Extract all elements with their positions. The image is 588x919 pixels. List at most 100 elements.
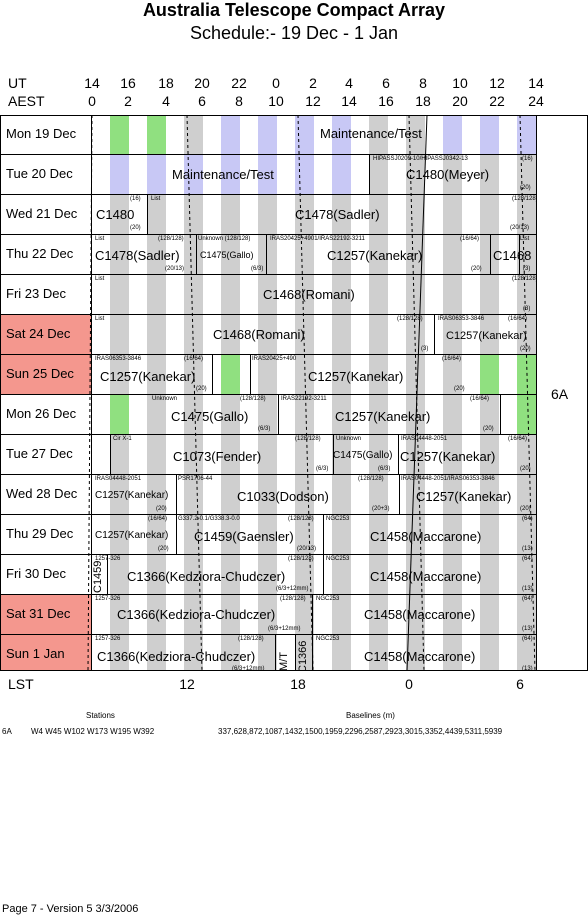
block-divider: [519, 235, 520, 274]
block-note: (128/128): [358, 476, 384, 482]
block-note: NGC253: [316, 596, 340, 602]
block-note: 1257-326: [95, 556, 121, 562]
aest-tick: 6: [198, 93, 206, 109]
schedule-block: [147, 115, 166, 154]
block-note: (20): [130, 225, 141, 231]
block-note: HIPASSJ0209-10/HIPASSJ0342-13: [373, 156, 468, 162]
block-note: (3): [523, 306, 531, 312]
schedule-row: C1366(Kedziora-Chudczer) C1458(Maccarone)…: [0, 595, 537, 635]
block-note: (13): [522, 666, 533, 671]
day-label: Tue 20 Dec: [6, 166, 73, 181]
schedule-row: Maintenance/Test C1480(Meyer) HIPASSJ0209-…: [0, 155, 537, 195]
block-note: (16/64): [460, 236, 480, 242]
block-note: (16/64): [470, 396, 490, 402]
day-cell: Wed 21 Dec: [0, 195, 92, 234]
block-note: (20): [520, 185, 531, 191]
block-note: List: [95, 276, 105, 282]
aest-tick: 16: [378, 93, 394, 109]
project-label: C1257(Kanekar): [400, 449, 496, 464]
block-divider: [399, 475, 400, 514]
project-label: C1366(Kedziora-Chudczer): [117, 607, 276, 622]
block-divider: [278, 395, 279, 434]
block-note: 1257-326: [95, 596, 121, 602]
schedule-title: Australia Telescope Compact Array: [142, 0, 446, 20]
block-note: (128/128): [288, 556, 314, 562]
block-note: IRAS20425+4901/IRAS22192-3211: [270, 236, 365, 242]
ut-tick: 6: [382, 75, 390, 91]
gray-stripe: [406, 115, 425, 671]
project-label: C1458(Maccarone): [370, 569, 482, 584]
project-label: C1480(Meyer): [406, 167, 490, 182]
lst-line: [87, 115, 93, 671]
project-label: C1033(Dodson): [237, 489, 329, 504]
block-note: IRAS04448-2051: [401, 436, 448, 442]
project-label: C1257(Kanekar): [416, 489, 512, 504]
day-label: Sat 31 Dec: [6, 606, 71, 621]
lst-line: [186, 115, 203, 671]
ut-tick: 14: [528, 75, 544, 91]
project-label: C1458(Maccarone): [370, 529, 482, 544]
aest-tick: 24: [528, 93, 544, 109]
schedule-row: C1257(Kanekar) C1033(Dodson) C1257(Kanekar…: [0, 475, 537, 515]
aest-tick: 8: [235, 93, 243, 109]
lst-tick: 0: [405, 676, 413, 692]
project-label: C1475(Gallo): [200, 250, 254, 260]
day-cell: Tue 20 Dec: [0, 155, 92, 194]
project-label: C1458(Maccarone): [364, 607, 476, 622]
project-label: C1257(Kanekar): [100, 369, 196, 384]
block-note: List: [95, 236, 105, 242]
day-label: Fri 30 Dec: [6, 566, 66, 581]
block-note: (20): [454, 386, 465, 392]
block-note: (6/3): [251, 266, 264, 272]
config-label: 6A: [551, 386, 569, 402]
block-divider: [369, 155, 370, 194]
lst-line: [297, 115, 314, 671]
block-note: (128/128): [397, 316, 423, 322]
schedule-row: C1366(Kedziora-Chudczer) C1458(Maccarone)…: [0, 635, 537, 671]
block-note: G337.2-0.1/G338.3-0.0: [178, 516, 240, 522]
ut-axis-label: UT: [8, 75, 27, 91]
block-note: NGC253: [326, 516, 350, 522]
block-divider: [275, 635, 276, 671]
aest-tick: 20: [452, 93, 468, 109]
day-label: Sat 24 Dec: [6, 326, 71, 341]
schedule-row: C1480 C1478(Sadler) (16) List (20) (128/128) (…: [0, 195, 537, 235]
block-note: (16): [130, 196, 141, 202]
project-label: C1458(Maccarone): [364, 649, 476, 664]
block-note: NGC253: [326, 556, 350, 562]
block-note: (64): [522, 516, 533, 522]
block-note: (16/64): [442, 356, 462, 362]
ut-tick: 16: [120, 75, 136, 91]
block-note: (16/64): [508, 316, 528, 322]
schedule-block: [110, 115, 129, 154]
day-cell: Thu 29 Dec: [0, 515, 92, 554]
day-label: Wed 28 Dec: [6, 486, 78, 501]
block-note: (20): [483, 426, 494, 432]
lst-tick: 18: [290, 676, 306, 692]
gray-stripe: [369, 115, 388, 671]
block-note: (20): [520, 466, 531, 472]
schedule-block: [517, 395, 536, 434]
block-note: IRAS22192-3211: [281, 396, 327, 402]
gray-stripe: [184, 115, 203, 671]
block-note: (128/128): [238, 636, 264, 642]
day-cell: Wed 28 Dec: [0, 475, 92, 514]
aest-tick: 14: [341, 93, 357, 109]
project-label: C1459(Gaensler): [194, 529, 294, 544]
gray-stripe: [258, 115, 277, 671]
day-label: Mon 26 Dec: [6, 406, 77, 421]
block-divider: [196, 235, 197, 274]
block-divider: [398, 435, 399, 474]
block-note: (20/13): [297, 546, 317, 552]
lst-tick: 12: [179, 676, 195, 692]
block-divider: [110, 435, 111, 474]
block-note: (64): [522, 556, 533, 562]
schedule-block: [110, 155, 129, 194]
day-cell: Mon 26 Dec: [0, 395, 92, 434]
project-label: C1468(Romani): [263, 287, 355, 302]
block-divider: [500, 395, 501, 434]
block-note: (20): [158, 546, 169, 552]
schedule-block: [110, 395, 129, 434]
ut-tick: 2: [309, 75, 317, 91]
block-note: (6/3): [378, 466, 391, 472]
